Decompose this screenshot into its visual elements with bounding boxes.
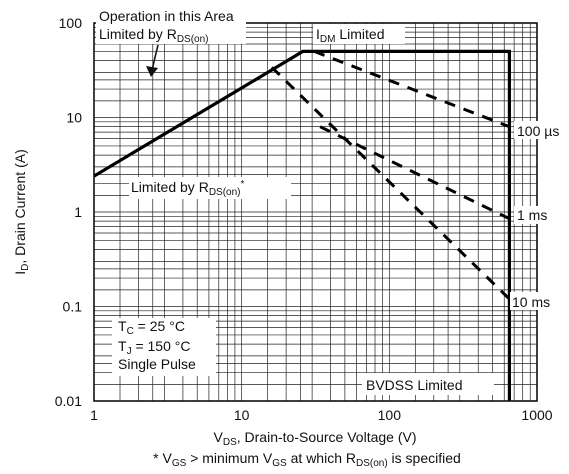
y-tick-label: 100 (59, 15, 83, 31)
operation-label-box (96, 6, 246, 44)
operation-label-line1: Operation in this Area (99, 8, 234, 24)
label-100us-box (514, 121, 562, 139)
y-tick-label: 0.1 (63, 299, 83, 315)
x-axis-label: VDS, Drain-to-Source Voltage (V) (214, 429, 417, 448)
pulse-line-10-ms (270, 66, 511, 301)
tick-labels: 1 10 100 1000 100 10 1 0.1 0.01 (55, 15, 553, 423)
x-tick-label: 1000 (521, 407, 552, 423)
x-tick-label: 10 (234, 407, 250, 423)
rds-label-box (129, 177, 291, 199)
series-label-1ms: 1 ms (517, 207, 547, 223)
condition-single-pulse: Single Pulse (118, 356, 196, 372)
y-axis-label: ID, Drain Current (A) (12, 149, 31, 274)
footnote: * VGS > minimum VGS at which RDS(on) is … (153, 450, 461, 469)
x-tick-label: 1 (90, 407, 98, 423)
label-10ms-box (510, 292, 562, 310)
bvdss-limited-label: BVDSS Limited (366, 377, 462, 393)
series-label-10ms: 10 ms (512, 294, 550, 310)
condition-tc: TC = 25 °C (118, 318, 185, 337)
x-tick-label: 100 (378, 407, 402, 423)
series-label-100us: 100 µs (517, 123, 559, 139)
series-layer (93, 49, 511, 401)
soa-boundary-line (93, 49, 511, 401)
pulse-line-100-µs (313, 50, 510, 129)
y-tick-label: 0.01 (55, 393, 82, 409)
pulse-line-1-ms (319, 125, 511, 221)
arrow-head (146, 66, 158, 77)
operation-label-line2: Limited by RDS(on) (99, 26, 209, 45)
conditions-box (112, 318, 216, 376)
arrow-down-icon (151, 44, 159, 71)
idm-label-box (313, 24, 405, 44)
condition-tj: TJ = 150 °C (118, 338, 190, 357)
idm-limited-label: IDM Limited (316, 26, 384, 45)
rds-limited-label: Limited by RDS(on)* (131, 179, 245, 198)
label-1ms-box (514, 206, 554, 224)
y-tick-label: 10 (66, 110, 82, 126)
y-tick-label: 1 (74, 204, 82, 220)
bvdss-label-box (362, 373, 494, 395)
